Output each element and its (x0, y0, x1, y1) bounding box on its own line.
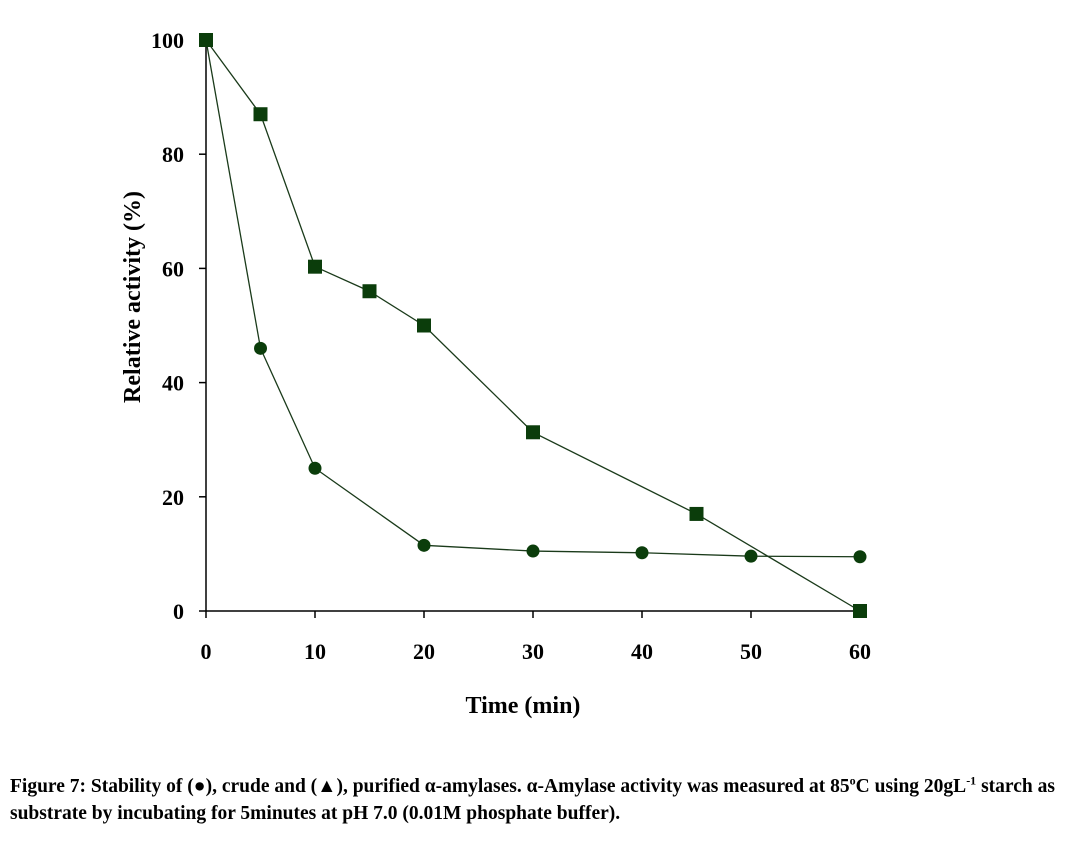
x-tick-label: 0 (201, 639, 212, 664)
purified-data-point (253, 107, 268, 122)
x-tick-label: 30 (522, 639, 544, 664)
caption-degree-superscript: o (849, 773, 856, 788)
x-tick-label: 50 (740, 639, 762, 664)
figure-caption: Figure 7: Stability of (●), crude and (▲… (10, 773, 1055, 827)
crude-data-point (308, 461, 322, 475)
purified-data-point (853, 604, 867, 618)
crude-data-point (526, 544, 540, 558)
caption-part-2: C using 20gL (855, 776, 967, 797)
y-tick-label: 20 (162, 485, 184, 510)
crude-data-point (635, 546, 649, 560)
crude-data-point (744, 549, 758, 563)
purified-data-point (308, 259, 322, 274)
purified-data-point (526, 425, 540, 440)
y-tick-label: 80 (162, 142, 184, 167)
purified-data-point (417, 318, 431, 333)
x-tick-label: 60 (849, 639, 871, 664)
y-tick-label: 100 (151, 28, 184, 53)
axes: 0 20 40 60 80 100 0 10 20 30 40 50 60 (151, 28, 871, 664)
crude-data-point (254, 341, 267, 355)
crude-series-line (205, 39, 861, 558)
x-tick-label: 10 (304, 639, 326, 664)
purified-data-point (362, 284, 377, 299)
purified-data-point (199, 33, 213, 47)
x-axis-title: Time (min) (466, 693, 581, 719)
caption-part-3: starch as substrate by incubating for 5m… (10, 776, 1055, 824)
crude-data-point (417, 538, 431, 552)
chart: 0 20 40 60 80 100 0 10 20 30 40 50 60 Time (min) Rel… (120, 28, 871, 719)
crude-data-point (853, 550, 867, 564)
x-tick-label: 20 (413, 639, 435, 664)
y-tick-label: 40 (162, 371, 184, 396)
y-axis-title: Relative activity (%) (120, 191, 146, 403)
caption-part-1: Figure 7: Stability of (●), crude and (▲… (10, 776, 850, 797)
purified-data-point (689, 506, 704, 521)
y-tick-label: 0 (173, 599, 184, 624)
purified-series-line (205, 39, 861, 612)
y-tick-label: 60 (162, 256, 184, 281)
series-layer (199, 33, 867, 618)
caption-inverse-superscript: -1 (966, 773, 977, 788)
x-tick-label: 40 (631, 639, 653, 664)
